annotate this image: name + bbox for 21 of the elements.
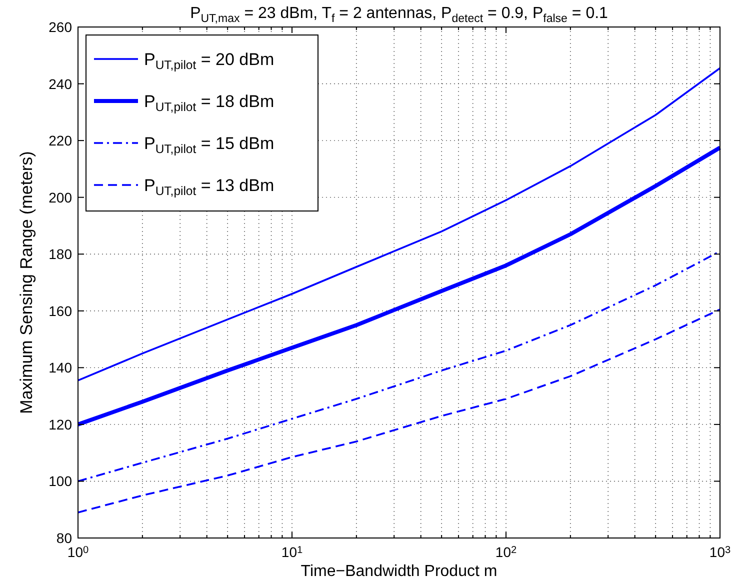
y-tick-label: 220 xyxy=(48,132,72,149)
y-tick-label: 200 xyxy=(48,189,72,206)
x-axis-title: Time−Bandwidth Product m xyxy=(300,563,498,578)
y-tick-label: 260 xyxy=(48,19,72,35)
x-tick-label: 10$^{1}$ xyxy=(281,544,303,560)
x-tick-label: 10$^{2}$ xyxy=(495,544,517,560)
chart-title: P$_{UT,max}$ = 23 dBm, T$_{f}$ = 2 antennas, P$_{detect}$ = 0.9, P$_{false}$ = 0.1 xyxy=(190,5,608,25)
legend-label: P$_{UT,pilot}$ = 15 dBm xyxy=(144,134,274,156)
y-axis-title: Maximum Sensing Range (meters) xyxy=(17,151,36,414)
x-tick-label: 10$^{3}$ xyxy=(709,544,731,560)
y-tick-label: 240 xyxy=(48,76,72,92)
legend-label: P$_{UT,pilot}$ = 18 dBm xyxy=(144,92,274,114)
y-tick-label: 140 xyxy=(48,360,72,376)
legend-label: P$_{UT,pilot}$ = 20 dBm xyxy=(144,50,274,72)
y-tick-label: 100 xyxy=(48,473,72,490)
legend-label: P$_{UT,pilot}$ = 13 dBm xyxy=(144,176,274,198)
y-tick-label: 120 xyxy=(48,416,72,432)
x-tick-label: 10$^{0}$ xyxy=(67,544,89,560)
y-tick-label: 80 xyxy=(56,530,72,546)
y-tick-label: 180 xyxy=(48,246,72,262)
y-tick-label: 160 xyxy=(48,302,72,319)
